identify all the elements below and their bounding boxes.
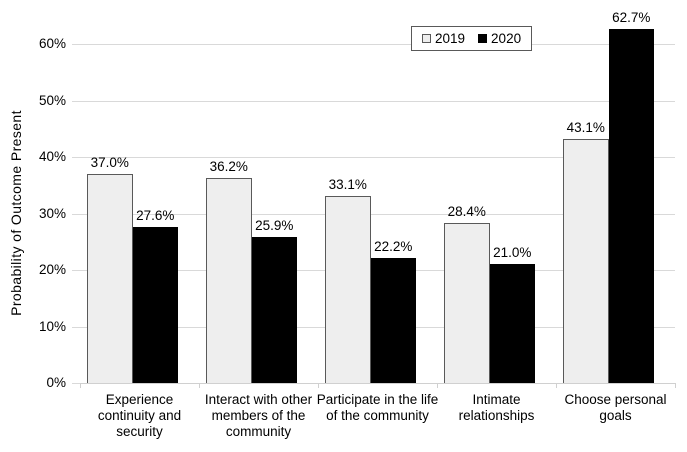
y-tick-label: 20% [38,262,66,277]
value-label-2020: 22.2% [374,239,413,254]
bar-2020 [132,227,178,383]
y-axis-tick [72,44,80,45]
x-axis-tick [199,383,200,388]
bar-2020 [489,264,535,383]
x-axis-tick [318,383,319,388]
value-label-2020: 21.0% [493,245,532,260]
bar-2020 [608,29,654,383]
category-label: Participate in the life of the community [316,392,439,423]
y-axis-tick [72,214,80,215]
y-tick-label: 10% [38,319,66,334]
bar-2020 [370,258,416,383]
category-label: Choose personal goals [564,392,667,423]
value-label-2020: 25.9% [255,218,294,233]
bar-2019 [206,178,252,383]
legend-item-2019: 2019 [422,31,465,46]
value-label-2020: 27.6% [136,208,175,223]
category-label: Interact with other members of the commu… [204,392,313,439]
value-label-2019: 28.4% [447,204,486,219]
y-tick-label: 40% [38,149,66,164]
y-axis-tick [72,157,80,158]
bar-2019 [87,174,133,383]
y-axis-tick [72,101,80,102]
category-label: Experience continuity and security [97,392,182,439]
y-axis-tick [72,270,80,271]
gridline [80,214,675,215]
value-label-2019: 37.0% [90,155,129,170]
x-axis-tick [675,383,676,388]
category-label: Intimate relationships [458,392,535,423]
value-label-2019: 33.1% [328,177,367,192]
gridline [80,157,675,158]
legend-swatch-2020 [478,34,488,43]
y-axis-tick [72,327,80,328]
legend-label: 2019 [435,31,466,46]
y-axis-tick [72,383,80,384]
x-axis-tick [556,383,557,388]
y-tick-label: 50% [38,93,66,108]
bar-2019 [325,196,371,383]
legend-swatch-2019 [422,34,431,43]
bar-2019 [444,223,490,383]
value-label-2019: 36.2% [209,159,248,174]
legend: 2019 2020 [411,26,533,51]
legend-label: 2020 [491,31,522,46]
bar-2020 [251,237,297,383]
legend-item-2020: 2020 [478,31,521,46]
y-tick-label: 60% [38,36,66,51]
gridline [80,101,675,102]
y-tick-label: 30% [38,206,66,221]
x-axis-line [80,383,676,384]
gridline [80,44,675,45]
x-axis-tick [437,383,438,388]
bar-2019 [563,139,609,383]
x-axis-tick [80,383,81,388]
y-tick-label: 0% [46,375,66,390]
value-label-2020: 62.7% [612,10,651,25]
value-label-2019: 43.1% [566,120,605,135]
